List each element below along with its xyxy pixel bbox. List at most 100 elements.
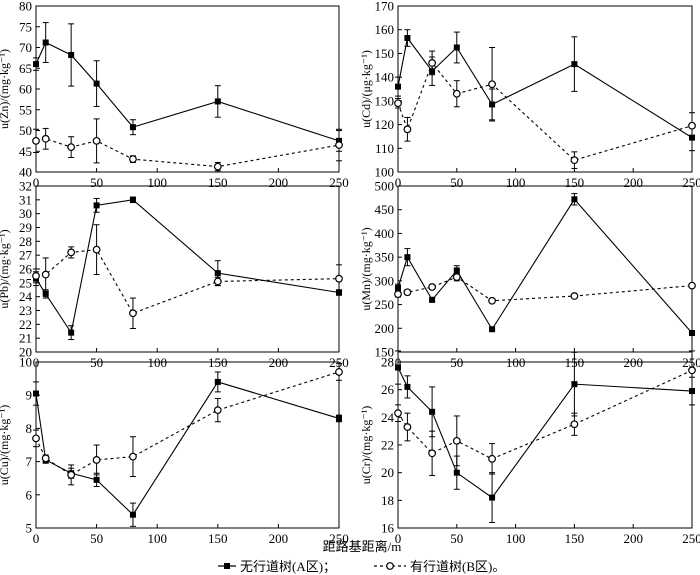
data-point-b (92, 456, 101, 464)
y-tick-label: 60 (19, 82, 32, 97)
data-point-b (335, 141, 343, 149)
y-tick-label: 24 (381, 410, 395, 425)
data-point-b (688, 366, 696, 375)
y-tick-label: 5 (26, 521, 33, 536)
data-point-a (453, 469, 460, 476)
panel-cd: 100 110 120 130 140 150 160 170 0 50 100 150 200 250 u… (359, 0, 700, 190)
legend-b-label: 有行道树(B区)。 (410, 559, 505, 574)
y-axis-label-cd: u(Cd)/(μg·kg⁻¹) (359, 50, 373, 128)
y-tick-label: 22 (381, 438, 394, 453)
plot-frame-cr (397, 361, 693, 529)
data-point-b (32, 136, 40, 145)
y-tick-label: 160 (375, 22, 395, 37)
x-tick-label: 0 (395, 175, 402, 190)
y-tick-label: 170 (375, 0, 395, 14)
data-point-b (129, 452, 137, 461)
x-tick-label: 200 (269, 175, 289, 190)
data-point-b (335, 368, 343, 376)
y-axis-label-cr: u(Cr)/(mg·kg⁻¹) (359, 406, 373, 485)
data-point-b (403, 423, 412, 431)
data-point-b (488, 454, 496, 463)
data-point-a (404, 383, 411, 390)
data-point-a (129, 511, 136, 518)
x-tick-label: 150 (208, 175, 228, 190)
data-point-a (129, 196, 136, 203)
y-tick-label: 21 (19, 331, 32, 346)
data-point-b (67, 470, 76, 479)
x-tick-label: 50 (450, 175, 463, 190)
data-point-a (489, 494, 496, 501)
y-tick-label: 500 (375, 179, 395, 194)
y-tick-label: 300 (375, 273, 395, 288)
data-point-a (404, 254, 411, 261)
data-point-a (214, 270, 221, 277)
data-point-b (452, 89, 461, 98)
y-tick-label: 6 (26, 487, 33, 502)
y-tick-label: 70 (19, 40, 32, 55)
y-tick-label: 16 (381, 521, 395, 536)
data-point-b (452, 273, 461, 281)
data-point-a (214, 98, 221, 105)
series-line-b (397, 61, 693, 161)
y-tick-label: 150 (375, 46, 395, 61)
data-point-b (403, 288, 412, 297)
data-point-a (689, 388, 695, 395)
data-point-b (41, 270, 50, 279)
data-point-a (453, 44, 460, 51)
data-point-a (404, 35, 411, 42)
series-line-a (35, 41, 340, 142)
data-point-b (688, 281, 696, 290)
y-tick-label: 140 (375, 70, 395, 85)
y-tick-label: 45 (19, 144, 32, 159)
data-point-b (67, 248, 76, 257)
series-line-a (397, 367, 693, 499)
series-line-a (397, 36, 693, 139)
data-point-b (129, 309, 137, 318)
y-tick-label: 32 (19, 179, 32, 194)
series-line-a (397, 198, 693, 334)
series-line-b (35, 371, 340, 476)
y-tick-label: 25 (19, 275, 32, 290)
x-tick-label: 200 (269, 531, 289, 546)
y-tick-label: 350 (375, 250, 395, 265)
data-point-a (395, 364, 401, 371)
legend-a-label: 无行道树(A区)； (240, 559, 336, 575)
x-tick-label: 0 (33, 175, 40, 190)
y-tick-label: 55 (19, 102, 32, 117)
data-point-a (33, 61, 39, 68)
data-point-a (336, 415, 342, 422)
data-point-b (32, 434, 40, 443)
data-point-b (428, 283, 437, 291)
x-tick-label: 200 (623, 175, 643, 190)
y-tick-label: 26 (381, 382, 395, 397)
panel-cr: 16 18 20 22 24 26 28 0 50 100 150 200 250 u(Cr)/(mg·k… (359, 350, 700, 546)
x-tick-label: 100 (147, 531, 167, 546)
panel-mn: 150200250300350400450500050100150200250u… (359, 179, 700, 371)
data-point-a (93, 202, 100, 209)
data-point-b (32, 272, 40, 280)
data-point-a (429, 296, 436, 303)
data-point-b (213, 277, 222, 286)
y-tick-label: 50 (19, 123, 32, 138)
data-point-b (213, 406, 222, 415)
data-point-b (92, 136, 101, 145)
data-point-b (452, 436, 461, 445)
data-point-a (68, 51, 75, 58)
x-tick-label: 250 (682, 531, 700, 546)
x-tick-label: 0 (395, 531, 402, 546)
data-point-b (488, 296, 496, 305)
data-point-a (395, 83, 401, 90)
x-tick-label: 100 (506, 175, 526, 190)
y-tick-label: 22 (19, 317, 32, 332)
data-point-b (394, 99, 402, 108)
data-point-b (92, 245, 101, 254)
y-tick-label: 400 (375, 226, 395, 241)
data-point-b (67, 143, 76, 152)
series-line-a (35, 199, 340, 335)
data-point-a (68, 329, 75, 336)
series-line-b (397, 276, 693, 302)
x-tick-label: 200 (623, 531, 643, 546)
plot-frame-pb (35, 185, 340, 353)
x-tick-label: 50 (90, 531, 103, 546)
